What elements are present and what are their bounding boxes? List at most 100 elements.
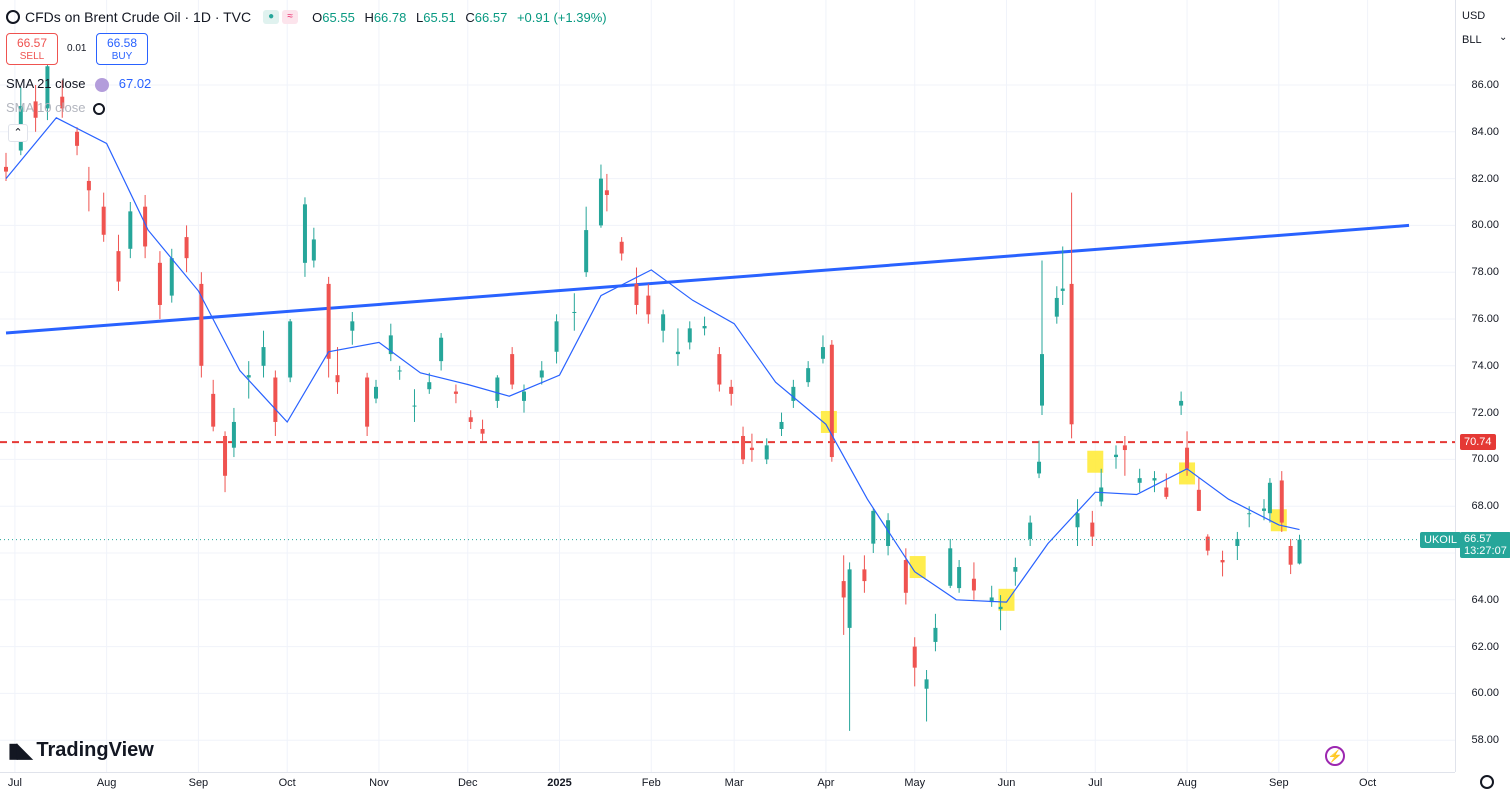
candle bbox=[702, 316, 707, 336]
sell-button[interactable]: 66.57 SELL bbox=[6, 33, 58, 65]
x-tick-label: Jun bbox=[997, 777, 1016, 789]
candle-body bbox=[829, 344, 834, 458]
candle-body bbox=[1220, 560, 1225, 563]
candle bbox=[350, 311, 355, 345]
candle-body bbox=[806, 368, 811, 383]
candle-body bbox=[646, 295, 651, 315]
candle-body bbox=[311, 239, 316, 261]
candle bbox=[1069, 192, 1074, 439]
sell-price: 66.57 bbox=[16, 36, 48, 50]
chevron-down-icon[interactable]: ⌄ bbox=[1499, 32, 1508, 43]
buy-button[interactable]: 66.58 BUY bbox=[96, 33, 148, 65]
candle-body bbox=[702, 326, 707, 329]
price-axis[interactable]: USD BLL ⌄ 86.00 84.00 82.00 80.00 78.00 76.00… bbox=[1455, 0, 1510, 772]
candle-body bbox=[1060, 288, 1065, 291]
highlight-marker bbox=[909, 556, 926, 579]
unit-select[interactable]: BLL bbox=[1462, 34, 1482, 46]
candle-body bbox=[335, 375, 340, 383]
indicator-settings-icon[interactable] bbox=[95, 77, 110, 92]
candle bbox=[1114, 445, 1118, 469]
candle-body bbox=[75, 131, 80, 146]
lightning-icon[interactable]: ⚡ bbox=[1325, 746, 1345, 766]
candle bbox=[75, 127, 80, 156]
tradingview-logo[interactable]: ▮◣ TradingView bbox=[8, 738, 154, 763]
y-tick-label: 82.00 bbox=[1471, 172, 1499, 185]
candle-body bbox=[675, 351, 680, 355]
candle-body bbox=[619, 241, 624, 254]
candle-body bbox=[231, 421, 236, 448]
candlestick-series bbox=[4, 54, 1302, 731]
candle bbox=[634, 267, 639, 315]
highlight-markers bbox=[820, 410, 1287, 611]
candle-body bbox=[1247, 513, 1252, 515]
candle-body bbox=[116, 251, 121, 282]
sell-label: SELL bbox=[19, 51, 45, 62]
candle-body bbox=[1069, 283, 1074, 425]
candle bbox=[1288, 538, 1293, 575]
candle-body bbox=[604, 190, 609, 195]
x-tick-label: Aug bbox=[96, 777, 117, 789]
candle-body bbox=[584, 230, 589, 273]
candle bbox=[374, 379, 378, 404]
candle-body bbox=[4, 166, 8, 172]
candle-body bbox=[169, 258, 174, 296]
candle bbox=[1037, 440, 1042, 479]
candle bbox=[1122, 436, 1127, 476]
candle bbox=[675, 328, 680, 366]
y-tick-label: 74.00 bbox=[1471, 359, 1499, 372]
x-tick-label: Jul bbox=[1088, 777, 1103, 789]
candle bbox=[1196, 478, 1201, 511]
candle-body bbox=[717, 354, 722, 385]
y-tick-label: 64.00 bbox=[1471, 593, 1499, 606]
candle bbox=[948, 538, 953, 589]
candle bbox=[468, 410, 473, 429]
candle-body bbox=[397, 370, 402, 372]
candle-body bbox=[1137, 478, 1142, 483]
indicator-sma21[interactable]: SMA 21 close 67.02 bbox=[6, 76, 151, 92]
candle-body bbox=[1262, 508, 1266, 511]
candle-body bbox=[33, 101, 38, 118]
x-tick-label: 2025 bbox=[547, 777, 572, 789]
time-axis[interactable]: Jul Aug Sep Oct Nov Dec 2025 Feb Mar Apr May Jun Jul… bbox=[0, 772, 1455, 794]
candle bbox=[1040, 260, 1044, 415]
indicator-sma10[interactable]: SMA 10 close bbox=[6, 100, 106, 115]
candle-body bbox=[388, 335, 393, 355]
candle-body bbox=[572, 311, 577, 313]
candle bbox=[223, 431, 228, 493]
candle bbox=[388, 323, 393, 362]
settings-gear-icon[interactable] bbox=[1480, 775, 1494, 789]
hidden-eye-icon[interactable] bbox=[93, 102, 106, 115]
candle bbox=[729, 379, 734, 406]
buy-price: 66.58 bbox=[106, 36, 138, 50]
y-tick-label: 72.00 bbox=[1471, 406, 1499, 419]
status-flags[interactable]: ● ≈ bbox=[263, 10, 299, 24]
candle-body bbox=[45, 66, 50, 109]
candle bbox=[1164, 473, 1169, 500]
candle-body bbox=[157, 262, 162, 305]
candle-body bbox=[199, 283, 204, 366]
chart-grid bbox=[0, 0, 1455, 772]
collapse-legend-icon[interactable]: ⌃ bbox=[8, 124, 28, 142]
market-open-icon[interactable]: ● bbox=[263, 10, 280, 24]
candle bbox=[33, 85, 38, 132]
candle-body bbox=[971, 578, 976, 591]
candle bbox=[1099, 468, 1104, 507]
candle bbox=[4, 152, 8, 181]
candle bbox=[539, 361, 544, 385]
candle bbox=[619, 237, 624, 261]
y-tick-label: 84.00 bbox=[1471, 125, 1499, 138]
candle-body bbox=[326, 283, 331, 359]
candle bbox=[1235, 531, 1240, 561]
candle-body bbox=[998, 606, 1003, 610]
candle bbox=[1279, 471, 1284, 532]
currency-select[interactable]: USD bbox=[1462, 10, 1486, 22]
candle bbox=[871, 508, 876, 553]
y-tick-label: 70.00 bbox=[1471, 453, 1499, 466]
candle bbox=[646, 283, 651, 324]
buy-label: BUY bbox=[111, 51, 133, 62]
price-chart[interactable] bbox=[0, 0, 1455, 772]
candle-body bbox=[273, 377, 278, 422]
candle bbox=[572, 293, 577, 331]
candle bbox=[886, 513, 891, 556]
delayed-data-icon[interactable]: ≈ bbox=[282, 10, 299, 24]
